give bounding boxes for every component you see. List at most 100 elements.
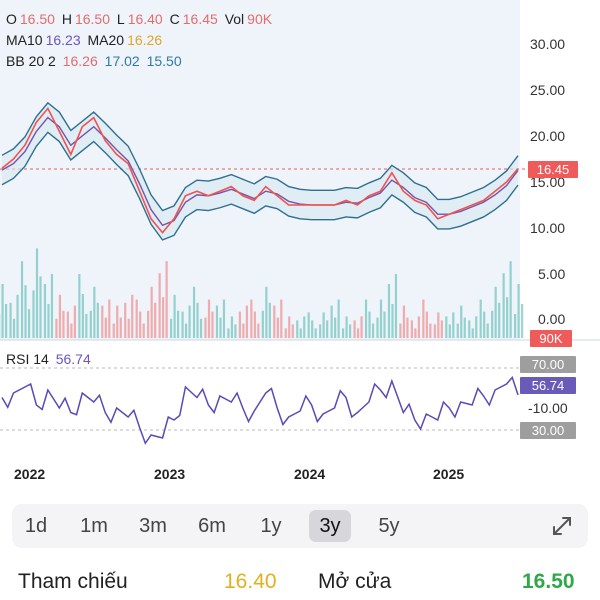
volume-bar [468, 320, 471, 338]
volume-bar [498, 302, 501, 338]
open-label: O [6, 11, 17, 27]
volume-bar [81, 294, 84, 338]
volume-bar [349, 324, 352, 338]
volume-bar [291, 324, 294, 338]
volume-bar [506, 297, 509, 338]
volume-bar [284, 328, 287, 338]
volume-bar [238, 311, 241, 338]
volume-bar [101, 305, 104, 338]
volume-bar [322, 312, 325, 338]
close-label: C [169, 11, 180, 27]
volume-bar [177, 310, 180, 338]
volume-bar [85, 314, 88, 338]
current-price-tag: 16.45 [528, 161, 578, 178]
range-button-3m[interactable]: 3m [139, 515, 167, 537]
volume-bar [502, 273, 505, 338]
bollinger-upper-line [1, 101, 519, 212]
expand-icon[interactable] [550, 514, 574, 538]
volume-bar [491, 310, 494, 338]
volume-bar [319, 324, 322, 338]
volume-bar [376, 317, 379, 338]
ma20-value: 16.26 [127, 32, 163, 48]
quote-summary: Tham chiếu 16.40 Mở cửa 16.50 [0, 566, 600, 600]
volume-bar [142, 323, 145, 338]
open-price-value: 16.50 [522, 570, 575, 593]
volume-bar [207, 299, 211, 338]
volume-bar [314, 328, 317, 338]
volume-bar [479, 299, 482, 338]
volume-bar [234, 324, 237, 338]
volume-bar [360, 316, 363, 338]
year-label: 2024 [294, 466, 326, 482]
volume-bar [131, 294, 134, 338]
volume-bar [250, 299, 253, 338]
volume-bar [273, 305, 276, 338]
volume-bar [353, 320, 356, 338]
volume-bar [184, 323, 188, 338]
open-price-label: Mở cửa [318, 570, 392, 593]
reference-price-value: 16.40 [224, 570, 277, 593]
volume-bar [394, 274, 398, 338]
price-axis-label: 20.00 [530, 128, 566, 144]
range-button-6m[interactable]: 6m [198, 515, 226, 537]
ohlc-legend: O 16.50 H 16.50 L 16.40 C 16.45 Vol 90K [6, 10, 275, 28]
volume-bar [440, 320, 443, 338]
bb-upper-value: 17.02 [104, 53, 140, 69]
range-button-1m[interactable]: 1m [80, 515, 108, 537]
close-legend-value: 16.45 [182, 11, 218, 27]
range-button-3y[interactable]: 3y [309, 510, 351, 542]
volume-bar [337, 299, 340, 338]
volume-bar [12, 318, 16, 338]
year-label: 2022 [14, 466, 46, 482]
volume-bar [261, 310, 264, 338]
chart-area[interactable]: O 16.50 H 16.50 L 16.40 C 16.45 Vol 90K MA10 1… [0, 0, 600, 482]
volume-bar [181, 311, 184, 338]
price-axis-label: 15.00 [530, 174, 566, 190]
bollinger-fill [2, 102, 518, 240]
volume-bar [471, 328, 474, 338]
volume-bar [135, 299, 138, 338]
volume-bar [43, 284, 47, 338]
high-legend-value: 16.50 [74, 11, 110, 27]
volume-bar [32, 290, 35, 338]
volume-bar [162, 297, 165, 338]
range-button-1y[interactable]: 1y [260, 515, 282, 537]
volume-bar [433, 324, 436, 338]
price-axis-label: 0.00 [538, 311, 566, 327]
volume-bar [452, 312, 455, 338]
volume-bar [406, 317, 409, 338]
volume-bar [93, 286, 96, 338]
rsi-upper-tag: 70.00 [520, 356, 576, 373]
volume-bar [70, 323, 73, 338]
volume-bar [116, 305, 119, 338]
chart-background [0, 0, 520, 340]
volume-bar [124, 302, 127, 338]
volume-bar [39, 276, 42, 338]
range-button-1d[interactable]: 1d [24, 515, 48, 537]
volume-bar [196, 302, 199, 338]
volume-bar [422, 299, 425, 338]
bb-legend: BB 20 2 16.26 17.02 15.50 [6, 52, 185, 70]
volume-bar [242, 323, 245, 338]
volume-bar [230, 316, 234, 338]
volume-bar [383, 311, 386, 338]
rsi-background [0, 340, 520, 445]
price-chart[interactable] [0, 0, 600, 460]
volume-bar [1, 284, 4, 338]
volume-bar [219, 317, 222, 338]
volume-bar [78, 274, 81, 338]
volume-bar [307, 312, 310, 338]
volume-bar [50, 274, 54, 338]
volume-bar [257, 323, 260, 338]
volume-bar [112, 323, 115, 338]
rsi-line [1, 375, 519, 445]
volume-bar [211, 311, 214, 338]
time-range-selector: 1d 1m 3m 6m 1y 3y 5y [12, 504, 588, 548]
volume-bar [150, 286, 153, 338]
volume-bar [414, 328, 417, 338]
volume-bar [364, 299, 368, 338]
price-line [1, 106, 519, 234]
volume-tag: 90K [530, 330, 572, 347]
volume-bar [509, 261, 512, 338]
range-button-5y[interactable]: 5y [378, 515, 400, 537]
